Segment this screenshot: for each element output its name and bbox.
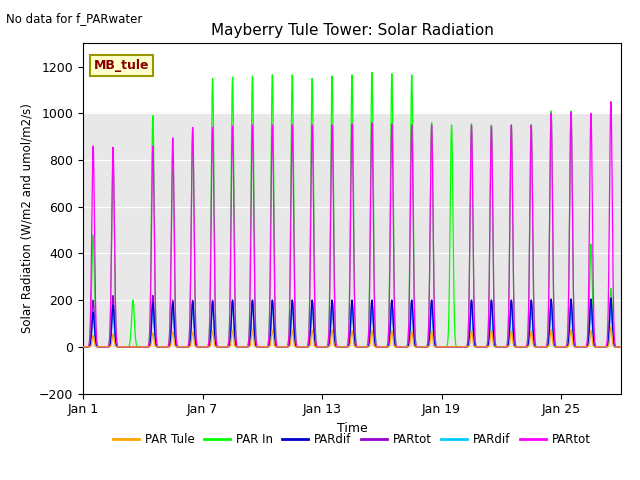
Text: No data for f_PARwater: No data for f_PARwater <box>6 12 143 25</box>
Title: Mayberry Tule Tower: Solar Radiation: Mayberry Tule Tower: Solar Radiation <box>211 23 493 38</box>
Legend: PAR Tule, PAR In, PARdif, PARtot, PARdif, PARtot: PAR Tule, PAR In, PARdif, PARtot, PARdif… <box>108 428 596 451</box>
Y-axis label: Solar Radiation (W/m2 and umol/m2/s): Solar Radiation (W/m2 and umol/m2/s) <box>20 104 33 333</box>
X-axis label: Time: Time <box>337 422 367 435</box>
Bar <box>83 113 621 347</box>
Text: MB_tule: MB_tule <box>94 59 150 72</box>
